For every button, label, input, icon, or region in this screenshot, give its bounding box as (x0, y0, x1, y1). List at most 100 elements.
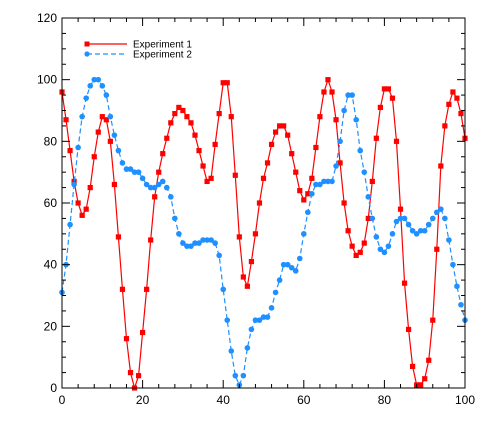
data-point (200, 237, 206, 243)
y-tick-label: 120 (37, 11, 57, 25)
data-point (377, 246, 384, 253)
data-point (369, 215, 376, 222)
data-point (115, 234, 122, 240)
data-point (79, 113, 85, 120)
data-point (373, 234, 380, 240)
data-point (413, 231, 420, 237)
data-point (151, 184, 158, 191)
data-point (446, 237, 452, 243)
data-point (111, 181, 117, 188)
data-point (397, 215, 404, 222)
data-point (272, 289, 279, 296)
data-point (248, 258, 255, 265)
data-point (144, 286, 150, 292)
data-point (268, 305, 275, 311)
data-point (454, 95, 460, 101)
data-point (426, 357, 432, 363)
data-point (244, 283, 250, 289)
data-point (140, 329, 146, 336)
data-point (301, 197, 307, 203)
data-point (244, 345, 251, 351)
data-point (418, 382, 424, 388)
y-tick-label: 100 (37, 73, 57, 87)
data-point (131, 169, 138, 175)
data-point (196, 240, 202, 246)
data-point (232, 372, 239, 379)
data-point (156, 169, 162, 175)
data-point (208, 175, 214, 181)
data-point (188, 243, 194, 249)
data-point (301, 231, 307, 237)
data-point (184, 114, 190, 120)
data-point (442, 123, 448, 129)
data-point (172, 215, 178, 222)
data-point (381, 249, 388, 256)
data-point (405, 221, 412, 228)
data-point (405, 326, 412, 333)
data-point (389, 95, 396, 101)
data-point (83, 206, 89, 212)
data-point (256, 200, 263, 206)
data-point (107, 113, 114, 120)
data-point (135, 373, 142, 379)
data-point (401, 215, 408, 222)
data-point (422, 376, 428, 382)
data-point (305, 209, 311, 216)
data-point (268, 141, 275, 148)
data-point (450, 261, 456, 268)
data-point (196, 147, 202, 154)
data-point (228, 114, 234, 120)
data-point (357, 147, 364, 154)
data-point (163, 184, 170, 191)
data-point (442, 215, 448, 222)
data-point (95, 76, 102, 83)
data-point (425, 221, 432, 228)
y-tick-label: 20 (44, 319, 58, 333)
data-point (204, 237, 210, 243)
data-point (365, 215, 371, 222)
data-point (216, 252, 222, 259)
data-point (393, 218, 400, 225)
data-point (168, 194, 174, 200)
data-point (147, 184, 154, 191)
data-point (212, 240, 218, 246)
data-point (385, 86, 392, 92)
data-point (317, 181, 323, 188)
data-point (232, 172, 238, 178)
x-tick-label: 60 (297, 393, 311, 407)
data-point (216, 110, 222, 117)
data-point (264, 160, 271, 166)
data-point (176, 231, 182, 237)
data-point (385, 243, 392, 249)
series-line-2 (61, 79, 466, 387)
data-point (421, 227, 428, 234)
data-point (87, 83, 94, 89)
data-point (337, 138, 343, 145)
data-point (184, 243, 190, 249)
data-point (284, 261, 291, 268)
series-1 (59, 77, 468, 391)
data-point (329, 178, 335, 185)
data-point (143, 181, 150, 188)
data-point (317, 114, 323, 120)
data-point (115, 147, 122, 154)
data-point (123, 166, 130, 172)
data-point (248, 326, 255, 333)
data-point (446, 101, 452, 107)
legend-entry-1: Experiment 1 (84, 40, 192, 51)
data-point (280, 261, 287, 268)
data-point (79, 212, 85, 218)
data-point (458, 110, 464, 117)
data-point (91, 76, 98, 83)
data-point (236, 234, 242, 240)
data-point (329, 89, 335, 95)
data-point (285, 132, 291, 138)
data-point (252, 231, 259, 237)
data-point (353, 116, 359, 123)
y-tick-label: 60 (44, 196, 58, 210)
data-point (240, 372, 247, 379)
x-tick-label: 40 (217, 393, 231, 407)
data-point (438, 163, 444, 169)
y-tick-label: 80 (44, 134, 58, 148)
data-point (107, 138, 113, 144)
